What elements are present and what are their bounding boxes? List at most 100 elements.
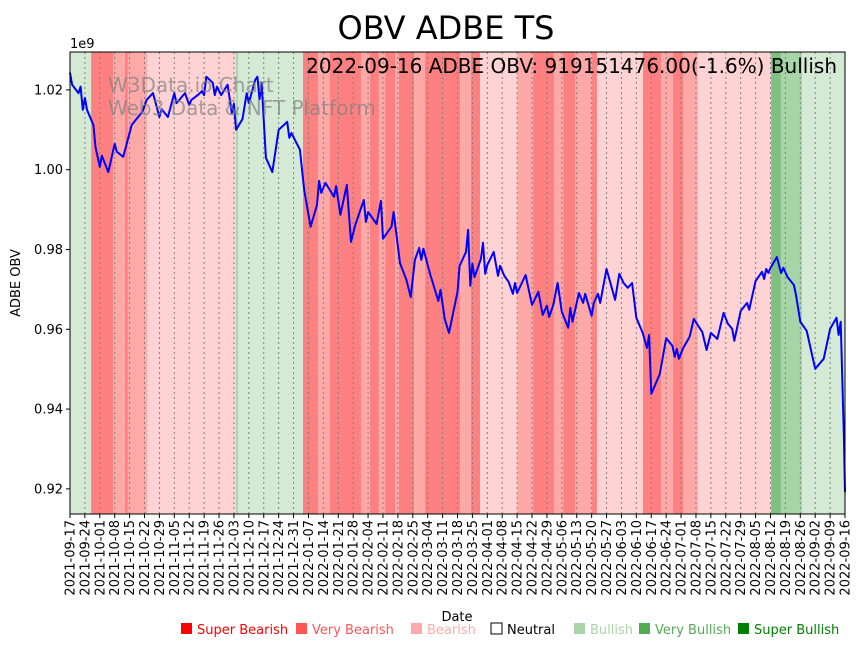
x-tick-label: 2021-12-03 <box>227 520 242 596</box>
legend-label: Bullish <box>590 623 633 638</box>
band-very-bullish <box>771 52 781 514</box>
legend-item-bullish: Bullish <box>574 623 633 638</box>
y-axis: 0.92 0.94 0.96 0.98 1.00 1.02 <box>34 83 70 497</box>
band-very-bearish <box>385 52 396 514</box>
x-tick-label: 2021-09-24 <box>78 520 93 596</box>
band-bearish <box>361 52 370 514</box>
x-tick-label: 2021-12-17 <box>257 520 272 596</box>
x-tick-label: 2022-09-02 <box>809 520 824 596</box>
band-very-bearish <box>563 52 576 514</box>
x-tick-label: 2022-07-01 <box>675 520 690 596</box>
band-bearish <box>575 52 593 514</box>
x-tick-label: 2021-11-19 <box>198 520 213 596</box>
x-tick-label: 2022-03-25 <box>466 520 481 596</box>
x-axis-label: Date <box>441 610 472 625</box>
legend-label: Very Bearish <box>312 623 394 638</box>
legend-item-bearish: Bearish <box>411 623 476 638</box>
legend-item-neutral: Neutral <box>490 622 555 638</box>
x-tick-label: 2022-02-04 <box>362 520 377 596</box>
x-tick-label: 2022-03-04 <box>421 520 436 596</box>
band-bearish <box>414 52 425 514</box>
watermark-line-2: Web3 Data & NFT Platform <box>108 96 376 120</box>
legend-swatch <box>296 623 307 634</box>
x-tick-label: 2022-07-08 <box>689 520 704 596</box>
legend: Super Bearish Very Bearish Bearish Neutral B… <box>181 622 839 638</box>
band-bearish <box>378 52 386 514</box>
latest-value-annotation: 2022-09-16 ADBE OBV: 919151476.00(-1.6%)… <box>306 54 837 78</box>
x-tick-label: 2022-04-08 <box>496 520 511 596</box>
legend-swatch <box>411 623 422 634</box>
band-bullish <box>236 52 238 514</box>
legend-label: Very Bullish <box>655 623 731 638</box>
band-bearish <box>517 52 534 514</box>
x-tick-label: 2022-05-20 <box>585 520 600 596</box>
x-tick-label: 2021-11-26 <box>213 520 228 596</box>
band-very-bearish <box>329 52 362 514</box>
band-very-bearish <box>124 52 128 514</box>
band-very-bearish <box>470 52 481 514</box>
band-bearish <box>127 52 148 514</box>
x-tick-label: 2021-10-01 <box>93 520 108 596</box>
x-tick-label: 2022-06-10 <box>630 520 645 596</box>
band-bearish <box>113 52 125 514</box>
band-weak-bearish <box>480 52 518 514</box>
y-tick-label: 1.02 <box>34 83 63 98</box>
x-tick-label: 2022-07-29 <box>734 520 749 596</box>
band-bearish <box>318 52 330 514</box>
band-bearish <box>395 52 399 514</box>
x-tick-label: 2022-05-06 <box>555 520 570 596</box>
x-tick-label: 2022-02-18 <box>391 520 406 596</box>
legend-label: Neutral <box>507 623 555 638</box>
x-tick-label: 2022-02-11 <box>376 520 391 596</box>
legend-swatch <box>181 623 192 634</box>
x-tick-label: 2022-04-29 <box>540 520 555 596</box>
x-tick-label: 2022-01-07 <box>302 520 317 596</box>
x-tick-label: 2022-05-13 <box>570 520 585 596</box>
x-tick-label: 2021-10-15 <box>123 520 138 596</box>
x-tick-label: 2021-09-17 <box>64 520 79 596</box>
x-tick-label: 2022-08-19 <box>779 520 794 596</box>
x-tick-label: 2021-10-22 <box>138 520 153 596</box>
chart-title: OBV ADBE TS <box>338 9 555 47</box>
x-tick-label: 2022-01-21 <box>332 520 347 596</box>
x-tick-label: 2022-06-24 <box>660 520 675 596</box>
band-weak-bullish <box>801 52 845 514</box>
band-weak-bearish <box>147 52 237 514</box>
legend-item-super-bullish: Super Bullish <box>738 623 839 638</box>
band-very-bearish <box>672 52 683 514</box>
band-very-bearish <box>369 52 379 514</box>
x-tick-label: 2022-06-17 <box>645 520 660 596</box>
x-tick-label: 2022-03-11 <box>436 520 451 596</box>
watermark-line-1: W3Data.io Chart <box>108 73 274 97</box>
x-tick-label: 2022-02-25 <box>406 520 421 596</box>
x-tick-label: 2022-08-12 <box>764 520 779 596</box>
x-tick-label: 2021-10-29 <box>153 520 168 596</box>
x-tick-label: 2022-01-14 <box>317 520 332 596</box>
y-tick-label: 0.92 <box>34 482 63 497</box>
legend-swatch <box>738 623 749 634</box>
x-tick-label: 2022-04-01 <box>481 520 496 596</box>
y-axis-label: ADBE OBV <box>9 249 24 317</box>
obv-line <box>69 72 846 493</box>
legend-swatch <box>639 623 650 634</box>
x-tick-label: 2022-08-26 <box>794 520 809 596</box>
x-tick-label: 2022-08-05 <box>749 520 764 596</box>
y-tick-label: 1.00 <box>34 163 63 178</box>
x-tick-label: 2022-04-15 <box>511 520 526 596</box>
x-tick-label: 2022-03-18 <box>451 520 466 596</box>
legend-item-super-bearish: Super Bearish <box>181 623 288 638</box>
y-tick-label: 0.96 <box>34 323 63 338</box>
x-tick-label: 2022-09-09 <box>824 520 839 596</box>
band-very-bearish <box>592 52 597 514</box>
x-axis: 2021-09-17 2021-09-24 2021-10-01 2021-10-08… <box>64 514 854 596</box>
y-tick-label: 0.94 <box>34 403 63 418</box>
x-tick-label: 2021-11-12 <box>183 520 198 596</box>
band-bearish <box>682 52 698 514</box>
band-very-bearish <box>302 52 319 514</box>
band-very-bearish <box>91 52 114 514</box>
legend-swatch <box>490 622 503 635</box>
legend-label: Bearish <box>427 623 476 638</box>
x-tick-label: 2021-11-05 <box>168 520 183 596</box>
x-tick-label: 2021-12-31 <box>287 520 302 596</box>
